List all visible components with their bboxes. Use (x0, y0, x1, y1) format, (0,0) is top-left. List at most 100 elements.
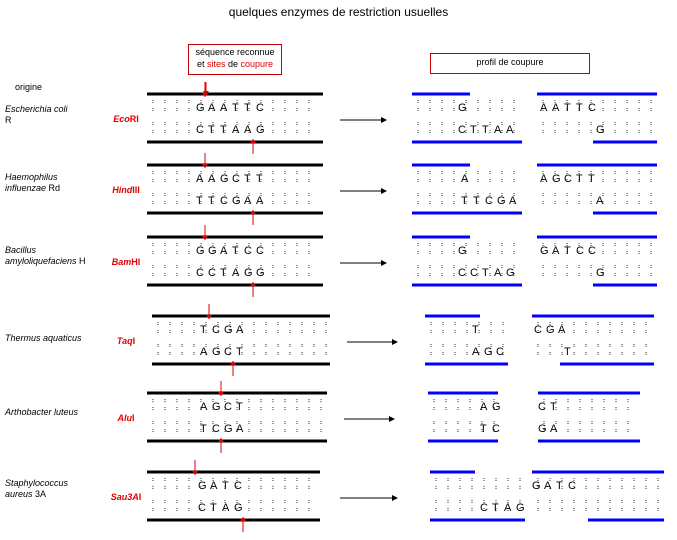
organism-name-line: Thermus aquaticus (5, 333, 82, 344)
process-arrow-head (392, 339, 398, 345)
recognition-sequence-bottom: G (232, 195, 241, 207)
recognition-sequence-top: T (222, 480, 229, 492)
organism-name-line: Haemophilus (5, 172, 60, 183)
organism-strain: 3A (32, 489, 47, 499)
fragment-right-top-sequence: C (588, 102, 596, 114)
enzyme-name-part: HI (131, 257, 141, 267)
fragment-left-bottom-sequence: T (482, 267, 489, 279)
recognition-sequence-bottom: T (210, 502, 217, 514)
fragment-right-top-sequence: A (544, 480, 552, 492)
recognition-sequence-top: T (236, 401, 243, 413)
cut-site-arrow-top-head (202, 236, 208, 240)
enzyme-name-part: I (131, 413, 135, 423)
recognition-sequence-top: C (256, 245, 264, 257)
recognition-sequence-bottom: C (196, 124, 204, 136)
legend-text-de: de (225, 59, 241, 69)
enzyme-name: HindIII (106, 185, 146, 195)
fragment-right-bottom-sequence: T (564, 346, 571, 358)
process-arrow-head (389, 416, 395, 422)
recognition-sequence-bottom: T (208, 124, 215, 136)
legend-text-sites: sites (206, 59, 226, 69)
recognition-sequence-top: T (232, 102, 239, 114)
recognition-sequence-top: G (196, 245, 205, 257)
recognition-sequence-bottom: G (224, 423, 233, 435)
fragment-left-bottom-sequence: C (480, 502, 488, 514)
recognition-sequence-top: T (244, 102, 251, 114)
organism-name-line: aureus 3A (5, 489, 68, 500)
enzyme-name: EcoRI (106, 114, 146, 124)
recognition-sequence-bottom: G (256, 267, 265, 279)
recognition-sequence-top: G (208, 245, 217, 257)
fragment-left-bottom-sequence: T (482, 124, 489, 136)
fragment-left-bottom-sequence: T (473, 195, 480, 207)
sequence-legend-line2: et sites de coupure (189, 58, 281, 70)
recognition-sequence-top: G (220, 173, 229, 185)
fragment-left-bottom-sequence: C (470, 267, 478, 279)
fragment-left-bottom-sequence: A (494, 267, 502, 279)
fragment-right-top-sequence: T (588, 173, 595, 185)
recognition-sequence-bottom: C (196, 267, 204, 279)
organism-name-line: Escherichia coli (5, 104, 68, 115)
fragment-left-bottom-sequence: T (480, 423, 487, 435)
enzyme-name: Sau3AI (106, 492, 146, 502)
cut-site-arrow-top-head (192, 471, 198, 475)
organism-name: Thermus aquaticus (5, 333, 82, 344)
fragment-left-bottom-sequence: A (494, 124, 502, 136)
fragment-right-bottom-sequence: G (596, 124, 605, 136)
process-arrow-head (381, 188, 387, 194)
fragment-left-bottom-sequence: T (470, 124, 477, 136)
enzyme-name-part: Bam (111, 257, 132, 267)
fragment-right-top-sequence: C (588, 245, 596, 257)
cut-site-arrow-bottom-head (240, 517, 246, 521)
organism-name-part: Arthobacter luteus (5, 407, 79, 417)
fragment-left-top-sequence: T (472, 324, 479, 336)
organism-strain: H (76, 256, 86, 266)
cut-site-arrow-bottom-head (250, 139, 256, 143)
recognition-sequence-bottom: T (220, 267, 227, 279)
enzyme-name-part: Hind (112, 185, 133, 195)
recognition-sequence-top: G (198, 480, 207, 492)
recognition-sequence-top: G (212, 401, 221, 413)
enzyme-name-part: I (138, 492, 142, 502)
organism-name-part: Thermus aquaticus (5, 333, 82, 343)
fragment-right-top-sequence: A (540, 173, 548, 185)
fragment-left-bottom-sequence: C (496, 346, 504, 358)
fragment-right-top-sequence: T (564, 245, 571, 257)
fragment-right-top-sequence: G (540, 245, 549, 257)
recognition-sequence-bottom: T (200, 423, 207, 435)
fragment-left-bottom-sequence: T (461, 195, 468, 207)
organism-name-line: Arthobacter luteus (5, 407, 78, 418)
organism-name-line: Staphylococcus (5, 478, 68, 489)
fragment-left-bottom-sequence: A (504, 502, 512, 514)
recognition-sequence-bottom: C (224, 346, 232, 358)
cut-site-arrow-bottom-head (250, 282, 256, 286)
cut-site-arrow-bottom-head (250, 210, 256, 214)
fragment-right-top-sequence: T (576, 173, 583, 185)
fragment-right-top-sequence: C (534, 324, 542, 336)
fragment-right-top-sequence: C (576, 245, 584, 257)
recognition-sequence-bottom: A (200, 346, 208, 358)
fragment-left-top-sequence: A (480, 401, 488, 413)
cut-site-arrow-top-head (206, 315, 212, 319)
recognition-sequence-bottom: G (256, 124, 265, 136)
fragment-left-top-sequence: A (461, 173, 469, 185)
fragment-left-bottom-sequence: A (509, 195, 517, 207)
fragment-left-bottom-sequence: G (497, 195, 506, 207)
organism-name: Escherichia coli R (5, 104, 68, 126)
fragment-left-bottom-sequence: A (472, 346, 480, 358)
fragment-right-top-sequence: T (550, 401, 557, 413)
recognition-sequence-bottom: G (244, 267, 253, 279)
recognition-sequence-top: A (208, 102, 216, 114)
recognition-sequence-bottom: C (212, 423, 220, 435)
cut-site-arrow-bottom-head (218, 438, 224, 442)
organism-name-part: Staphylococcus (5, 478, 69, 488)
fragment-left-bottom-sequence: C (458, 124, 466, 136)
enzyme-name-part: Sau3A (110, 492, 139, 502)
recognition-sequence-top: T (256, 173, 263, 185)
enzyme-name: TaqI (106, 336, 146, 346)
recognition-sequence-bottom: C (220, 195, 228, 207)
organism-name-line: influenzae Rd (5, 183, 60, 194)
organism-name-line: R (5, 115, 68, 126)
organism-name: Staphylococcus aureus 3A (5, 478, 68, 500)
recognition-sequence-bottom: G (234, 502, 243, 514)
